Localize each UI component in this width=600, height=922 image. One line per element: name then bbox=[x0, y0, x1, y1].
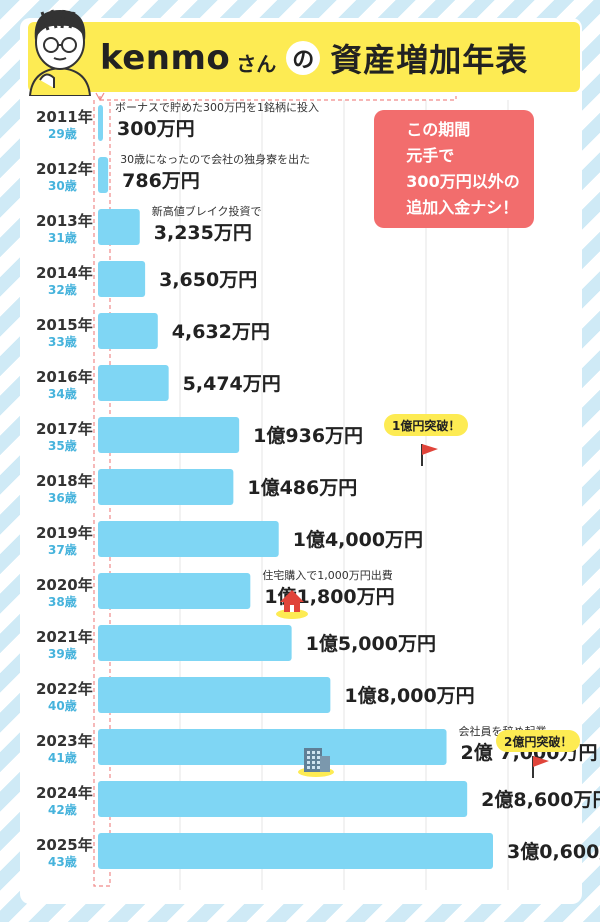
year-label: 2013年 bbox=[36, 212, 93, 230]
house-door bbox=[290, 605, 294, 612]
building-window bbox=[317, 766, 320, 769]
value-label: 3億0,600万円 bbox=[507, 840, 600, 863]
bar bbox=[98, 417, 240, 453]
age-label: 30歳 bbox=[48, 178, 77, 193]
value-label: 4,632万円 bbox=[172, 321, 270, 343]
year-label: 2016年 bbox=[36, 368, 93, 386]
bar bbox=[98, 833, 493, 869]
building-annex bbox=[320, 756, 330, 772]
age-label: 31歳 bbox=[48, 230, 77, 245]
building-window bbox=[317, 751, 320, 754]
value-label: 3,650万円 bbox=[159, 269, 257, 291]
value-label: 300万円 bbox=[117, 118, 195, 140]
building-window bbox=[312, 761, 315, 764]
year-label: 2018年 bbox=[36, 472, 93, 490]
milestone-badge: 1億円突破！ bbox=[384, 414, 469, 436]
building-window bbox=[312, 751, 315, 754]
year-label: 2017年 bbox=[36, 420, 93, 438]
bar bbox=[98, 781, 468, 817]
value-label: 3,235万円 bbox=[154, 222, 252, 244]
age-label: 34歳 bbox=[48, 386, 77, 401]
value-label: 786万円 bbox=[122, 170, 200, 192]
bar bbox=[98, 729, 447, 765]
year-label: 2015年 bbox=[36, 316, 93, 334]
house-roof bbox=[280, 590, 304, 602]
note-box: この期間 元手で 300万円以外の 追加入金ナシ！ bbox=[374, 110, 534, 228]
age-label: 33歳 bbox=[48, 334, 77, 349]
building-window bbox=[307, 761, 310, 764]
age-label: 38歳 bbox=[48, 594, 77, 609]
annotation-label: ボーナスで貯めた300万円を1銘柄に投入 bbox=[115, 100, 319, 114]
avatar-icon bbox=[28, 9, 92, 96]
value-label: 1億8,000万円 bbox=[344, 684, 474, 707]
bar bbox=[98, 521, 279, 557]
value-label: 2億8,600万円 bbox=[481, 788, 600, 811]
bar bbox=[98, 677, 331, 713]
age-label: 41歳 bbox=[48, 750, 77, 765]
age-label: 32歳 bbox=[48, 282, 77, 297]
age-label: 39歳 bbox=[48, 646, 77, 661]
value-label: 1億936万円 bbox=[253, 424, 363, 447]
page-title: kenmo さん の 資産増加年表 bbox=[100, 30, 528, 86]
year-label: 2025年 bbox=[36, 836, 93, 854]
year-label: 2021年 bbox=[36, 628, 93, 646]
annotation-label: 30歳になったので会社の独身寮を出た bbox=[120, 152, 310, 166]
bar bbox=[98, 157, 109, 193]
year-label: 2020年 bbox=[36, 576, 93, 594]
flag-icon bbox=[533, 756, 549, 767]
age-label: 42歳 bbox=[48, 802, 77, 817]
value-label: 1億1,800万円 bbox=[264, 585, 394, 608]
bracket-arrow bbox=[95, 92, 105, 102]
bar bbox=[98, 469, 234, 505]
annotation-label: 住宅購入で1,000万円出費 bbox=[262, 568, 393, 582]
building-window bbox=[307, 756, 310, 759]
year-label: 2019年 bbox=[36, 524, 93, 542]
building-window bbox=[312, 756, 315, 759]
bar bbox=[98, 625, 292, 661]
flag-icon bbox=[422, 444, 438, 455]
period-bracket bbox=[93, 100, 111, 887]
note-text: この期間 元手で 300万円以外の 追加入金ナシ！ bbox=[406, 120, 520, 217]
bar bbox=[98, 261, 146, 297]
building-window bbox=[317, 756, 320, 759]
year-label: 2023年 bbox=[36, 732, 93, 750]
annotation-label: 新高値ブレイク投資で bbox=[152, 204, 262, 218]
value-label: 1億486万円 bbox=[247, 476, 357, 499]
value-label: 1億4,000万円 bbox=[293, 528, 423, 551]
title-rest: 資産増加年表 bbox=[330, 41, 529, 79]
age-label: 37歳 bbox=[48, 542, 77, 557]
building-window bbox=[307, 766, 310, 769]
age-label: 35歳 bbox=[48, 438, 77, 453]
building-window bbox=[317, 761, 320, 764]
period-bracket-top bbox=[99, 96, 457, 101]
age-label: 29歳 bbox=[48, 126, 77, 141]
value-label: 1億5,000万円 bbox=[306, 632, 436, 655]
building-window bbox=[312, 766, 315, 769]
year-label: 2014年 bbox=[36, 264, 93, 282]
age-label: 43歳 bbox=[48, 854, 77, 869]
title-honorific: さん bbox=[236, 51, 277, 76]
bar bbox=[98, 365, 169, 401]
value-label: 5,474万円 bbox=[183, 373, 281, 395]
bar bbox=[98, 105, 103, 141]
milestone-badge: 2億円突破！ bbox=[496, 730, 581, 752]
year-label: 2012年 bbox=[36, 160, 93, 178]
building-window bbox=[307, 751, 310, 754]
year-label: 2024年 bbox=[36, 784, 93, 802]
year-label: 2011年 bbox=[36, 108, 93, 126]
title-particle: の bbox=[286, 41, 321, 75]
bar bbox=[98, 209, 140, 245]
year-label: 2022年 bbox=[36, 680, 93, 698]
title-name: kenmo bbox=[100, 38, 231, 78]
bar bbox=[98, 573, 251, 609]
age-label: 36歳 bbox=[48, 490, 77, 505]
age-label: 40歳 bbox=[48, 698, 77, 713]
bar bbox=[98, 313, 158, 349]
